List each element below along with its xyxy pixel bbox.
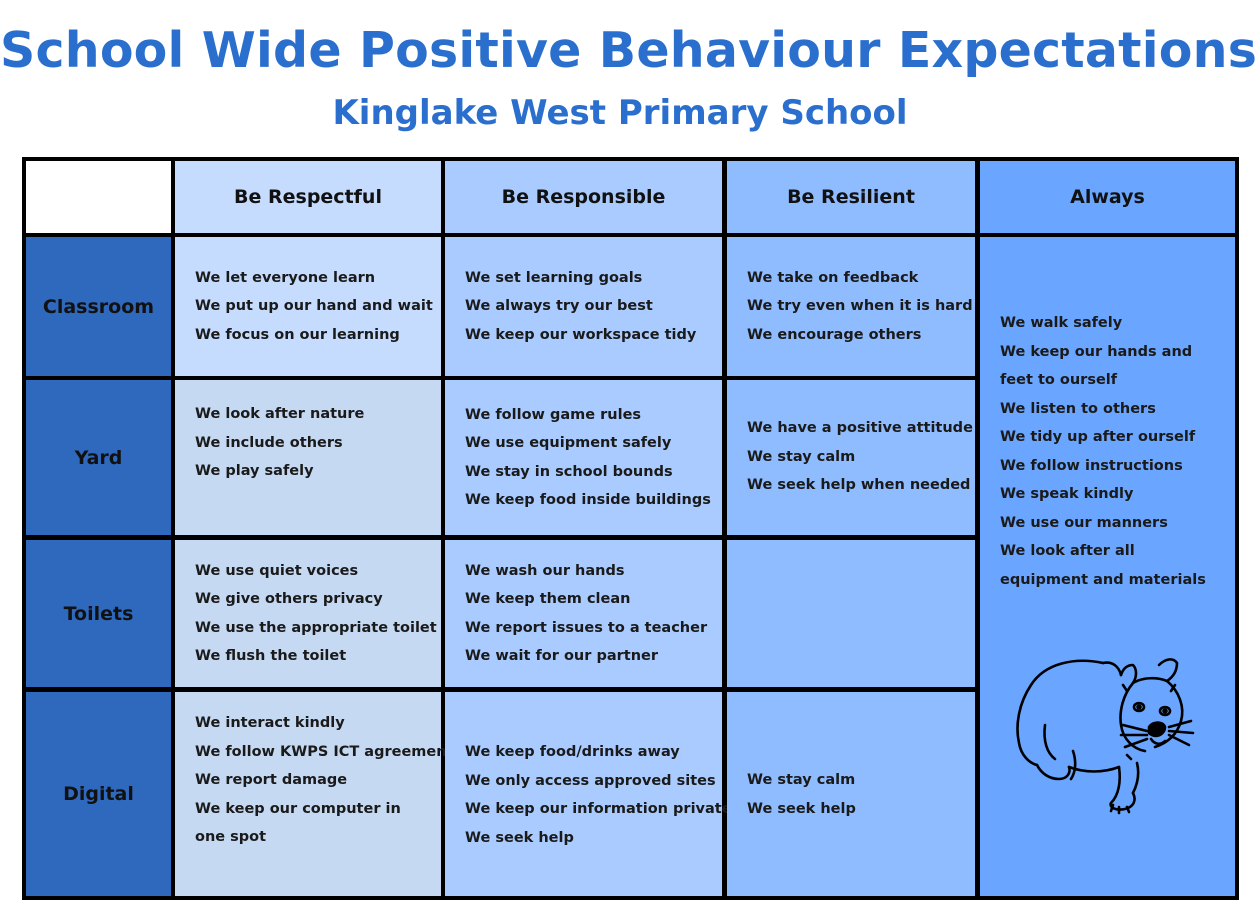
list-item: We seek help: [747, 800, 856, 817]
list-item: We walk safely: [1000, 315, 1123, 331]
digital-responsible-cell: We keep food/drinks away We only access …: [445, 692, 732, 896]
header-be-resilient: Be Resilient: [727, 161, 975, 233]
list-item: We look after all equipment and material…: [1000, 543, 1206, 588]
list-item: We include others: [195, 434, 343, 451]
list-item: We let everyone learn: [195, 269, 376, 286]
list-item: We use the appropriate toilet: [195, 619, 437, 636]
list-item: We wash our hands: [465, 562, 625, 579]
list-item: We flush the toilet: [195, 648, 347, 664]
digital-respectful-cell: We interact kindly We follow KWPS ICT ag…: [175, 692, 454, 896]
list-item: We report issues to a teacher: [465, 619, 708, 636]
list-item: We give others privacy: [195, 591, 383, 607]
header-be-respectful: Be Respectful: [175, 161, 441, 233]
list-item: We keep them clean: [465, 591, 631, 607]
header-always: Always: [980, 161, 1235, 233]
toilets-resilient-cell: [727, 540, 975, 687]
list-item: We speak kindly: [1000, 486, 1134, 502]
list-item: We seek help when needed: [747, 477, 971, 493]
list-item: We use quiet voices: [195, 562, 359, 579]
list-item: We report damage: [195, 772, 348, 788]
list-item: We put up our hand and wait: [195, 298, 433, 315]
toilets-responsible-cell: We wash our hands We keep them clean We …: [445, 540, 722, 687]
list-item: We keep food/drinks away: [465, 744, 680, 760]
list-item: We interact kindly: [195, 715, 345, 731]
list-item: We keep food inside buildings: [465, 492, 711, 508]
school-name: Kinglake West Primary School: [332, 93, 908, 133]
yard-responsible-cell: We follow game rules We use equipment sa…: [445, 380, 722, 535]
row-label-digital: Digital: [26, 692, 171, 896]
list-item: We follow instructions: [1000, 457, 1183, 474]
list-item: We play safely: [195, 463, 314, 479]
corner-cell: [26, 161, 171, 233]
expectations-table: Be Respectful Be Responsible Be Resilien…: [22, 157, 1239, 900]
row-label-classroom: Classroom: [26, 237, 171, 376]
list-item: We use equipment safely: [465, 435, 672, 451]
list-item: We wait for our partner: [465, 648, 658, 664]
classroom-respectful-cell: We let everyone learn We put up our hand…: [175, 237, 441, 376]
list-item: We only access approved sites: [465, 772, 716, 789]
list-item: We stay in school bounds: [465, 463, 673, 480]
list-item: We use our manners: [1000, 514, 1168, 531]
always-list: We walk safely We keep our hands and fee…: [1000, 309, 1215, 594]
wombat-illustration: [1016, 658, 1195, 815]
row-label-toilets: Toilets: [26, 540, 171, 687]
list-item: We seek help: [465, 829, 574, 846]
list-item: We encourage others: [747, 326, 922, 343]
list-item: We always try our best: [465, 298, 653, 315]
yard-respectful-cell: We look after nature We include others W…: [175, 380, 441, 535]
list-item: We keep our computer in one spot: [195, 800, 401, 846]
row-label-yard: Yard: [26, 380, 171, 535]
list-item: We stay calm: [747, 448, 856, 465]
list-item: We look after nature: [195, 406, 365, 422]
list-item: We follow KWPS ICT agreement: [195, 743, 454, 760]
list-item: We listen to others: [1000, 400, 1156, 417]
list-item: We keep our information private: [465, 801, 732, 817]
digital-resilient-cell: We stay calm We seek help: [727, 692, 975, 896]
always-cell: We walk safely We keep our hands and fee…: [980, 237, 1235, 896]
classroom-resilient-cell: We take on feedback We try even when it …: [727, 237, 975, 376]
list-item: We keep our hands and feet to ourself: [1000, 343, 1193, 389]
list-item: We set learning goals: [465, 269, 643, 286]
list-item: We keep our workspace tidy: [465, 326, 697, 343]
list-item: We try even when it is hard: [747, 298, 973, 315]
list-item: We tidy up after ourself: [1000, 429, 1196, 445]
toilets-respectful-cell: We use quiet voices We give others priva…: [175, 540, 441, 687]
list-item: We have a positive attitude: [747, 420, 973, 436]
yard-resilient-cell: We have a positive attitude We stay calm…: [727, 380, 975, 535]
header-be-responsible: Be Responsible: [445, 161, 722, 233]
list-item: We focus on our learning: [195, 326, 400, 343]
list-item: We stay calm: [747, 772, 856, 788]
classroom-responsible-cell: We set learning goals We always try our …: [445, 237, 722, 376]
page-title: School Wide Positive Behaviour Expectati…: [0, 22, 1258, 79]
list-item: We take on feedback: [747, 269, 919, 286]
list-item: We follow game rules: [465, 406, 642, 423]
